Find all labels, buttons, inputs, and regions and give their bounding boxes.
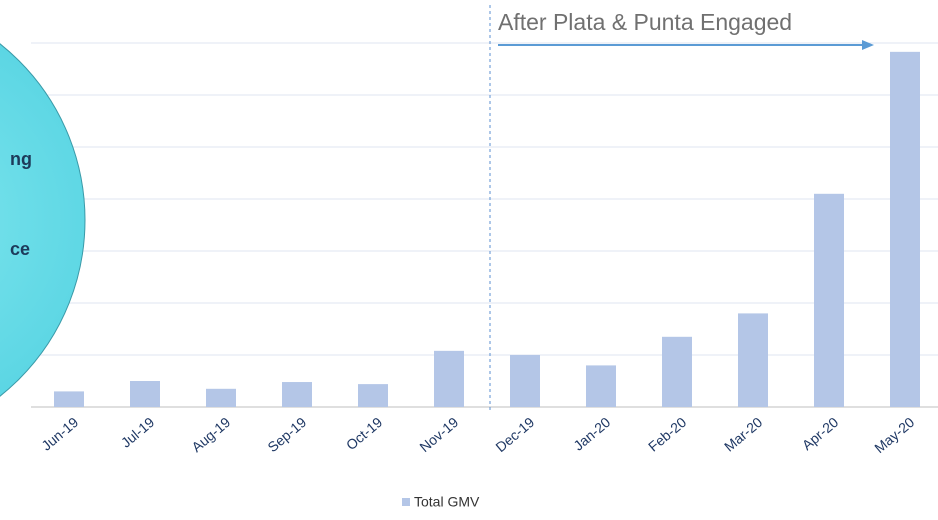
bar: [130, 381, 160, 407]
legend-swatch: [402, 498, 410, 506]
arrow-head: [862, 40, 874, 50]
x-tick-label: May-20: [871, 414, 917, 456]
x-tick-label: Apr-20: [799, 414, 842, 453]
bar: [54, 391, 84, 407]
circle-text: ng: [10, 149, 32, 169]
x-tick-label: Jun-19: [38, 414, 81, 454]
callout-circle: [0, 43, 86, 397]
circle-text: ce: [10, 239, 30, 259]
bar: [282, 382, 312, 407]
x-tick-label: Oct-19: [343, 414, 386, 453]
legend-label: Total GMV: [414, 494, 480, 510]
bar: [814, 193, 844, 407]
x-tick-label: Mar-20: [721, 414, 765, 455]
x-tick-label: Dec-19: [492, 414, 537, 455]
x-tick-label: Nov-19: [416, 414, 461, 455]
bar: [434, 350, 464, 407]
bar: [890, 51, 920, 408]
x-tick-label: Jul-19: [118, 414, 158, 451]
annotation: After Plata & Punta Engaged: [498, 9, 792, 35]
bar: [510, 355, 540, 407]
x-tick-label: Jan-20: [570, 414, 613, 454]
x-tick-label: Sep-19: [264, 414, 309, 455]
bar: [358, 384, 388, 407]
bar: [662, 336, 692, 407]
x-tick-label: Aug-19: [188, 414, 233, 455]
grid: [31, 42, 938, 408]
x-tick-label: Feb-20: [645, 414, 689, 455]
bar: [738, 313, 768, 407]
bar: [586, 365, 616, 407]
bars: [54, 51, 920, 408]
bar: [206, 388, 236, 407]
